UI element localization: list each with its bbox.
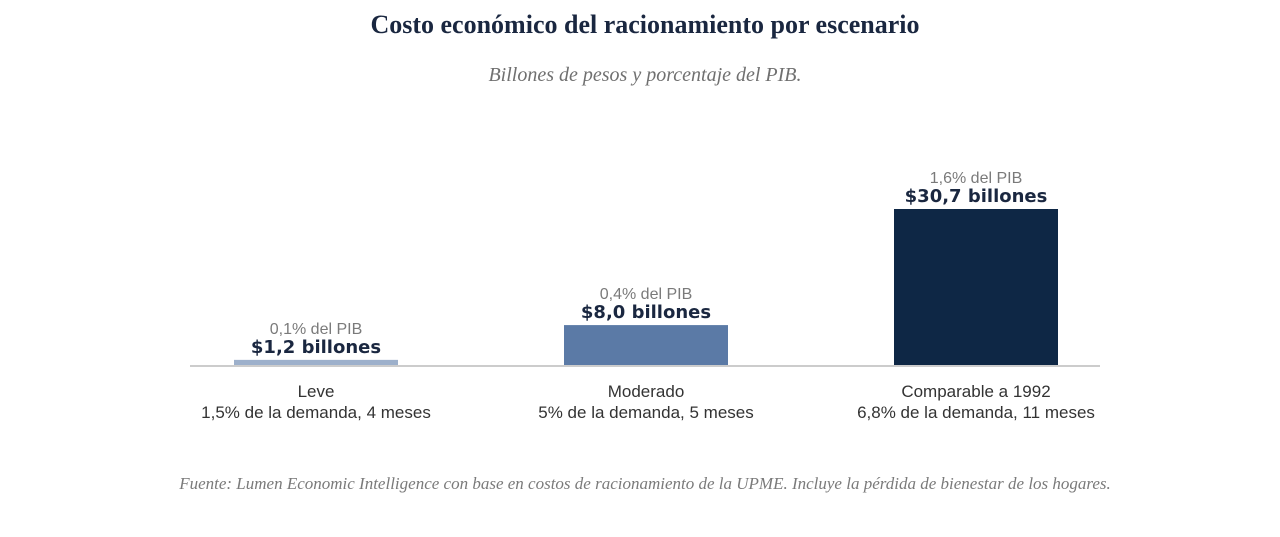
value-label-2: $8,0 billones [581,302,711,323]
category-label-2: Moderado [608,382,685,401]
bar-3 [894,209,1058,366]
pct-label-1: 0,1% del PIB [270,321,363,338]
chart-source-note: Fuente: Lumen Economic Intelligence con … [179,474,1111,493]
bars-layer [234,209,1058,366]
value-label-1: $1,2 billones [251,337,381,358]
pct-label-3: 1,6% del PIB [930,170,1023,187]
category-detail-1: 1,5% de la demanda, 4 meses [201,403,431,422]
bar-1 [234,359,398,366]
pct-label-2: 0,4% del PIB [600,286,693,303]
category-label-1: Leve [298,382,335,401]
chart-title: Costo económico del racionamiento por es… [370,10,920,39]
category-detail-3: 6,8% de la demanda, 11 meses [857,403,1095,422]
labels-layer: 0,1% del PIB$1,2 billones Leve 1,5% de la … [201,170,1095,422]
chart-subtitle: Billones de pesos y porcentaje del PIB. [488,64,802,86]
category-label-3: Comparable a 1992 [901,382,1050,401]
bar-2 [564,325,728,366]
value-label-3: $30,7 billones [905,186,1048,207]
category-detail-2: 5% de la demanda, 5 meses [538,403,753,422]
bar-chart: 0,1% del PIB$1,2 billones Leve 1,5% de la … [190,170,1100,422]
